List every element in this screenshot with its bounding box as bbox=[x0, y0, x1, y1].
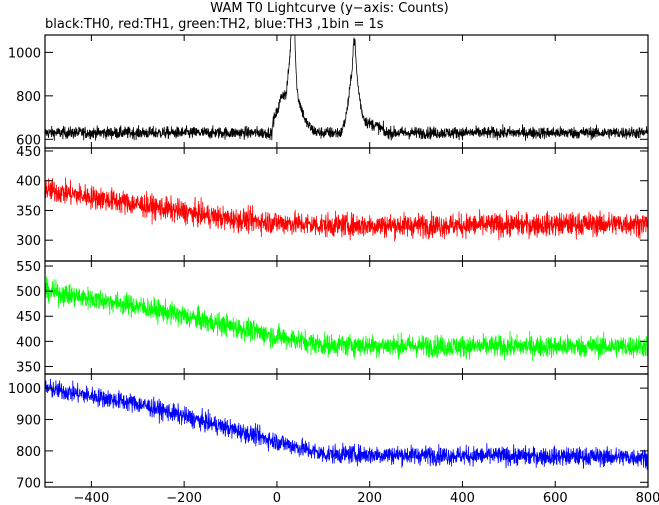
y-tick-label: 800 bbox=[16, 445, 41, 460]
y-tick-label: 800 bbox=[16, 90, 41, 105]
y-tick-label: 350 bbox=[16, 360, 41, 375]
y-tick-label: 400 bbox=[16, 335, 41, 350]
y-tick-label: 450 bbox=[16, 145, 41, 160]
y-tick-label: 1000 bbox=[8, 382, 41, 397]
chart-subtitle: black:TH0, red:TH1, green:TH2, blue:TH3 … bbox=[45, 17, 384, 32]
x-tick-label: −400 bbox=[74, 491, 110, 505]
x-tick-label: −200 bbox=[166, 491, 202, 505]
x-tick-label: 800 bbox=[636, 491, 659, 505]
x-tick-label: 200 bbox=[357, 491, 382, 505]
x-tick-label: 0 bbox=[273, 491, 281, 505]
chart-title: WAM T0 Lightcurve (y−axis: Counts) bbox=[210, 1, 449, 16]
series-line-th3 bbox=[45, 378, 648, 470]
series-line-th0 bbox=[45, 35, 648, 141]
y-tick-label: 900 bbox=[16, 414, 41, 429]
panel-frame bbox=[44, 260, 649, 375]
y-tick-label: 700 bbox=[16, 476, 41, 491]
y-tick-label: 550 bbox=[16, 260, 41, 275]
x-tick-label: 400 bbox=[450, 491, 475, 505]
panel-frame bbox=[44, 373, 649, 488]
y-tick-label: 500 bbox=[16, 285, 41, 300]
y-tick-label: 300 bbox=[16, 234, 41, 249]
series-line-th2 bbox=[45, 276, 648, 362]
y-tick-label: 400 bbox=[16, 175, 41, 190]
y-tick-label: 350 bbox=[16, 204, 41, 219]
y-tick-label: 600 bbox=[16, 133, 41, 148]
y-tick-label: 450 bbox=[16, 310, 41, 325]
series-line-th1 bbox=[45, 177, 648, 242]
x-tick-label: 600 bbox=[543, 491, 568, 505]
y-tick-label: 1000 bbox=[8, 46, 41, 61]
